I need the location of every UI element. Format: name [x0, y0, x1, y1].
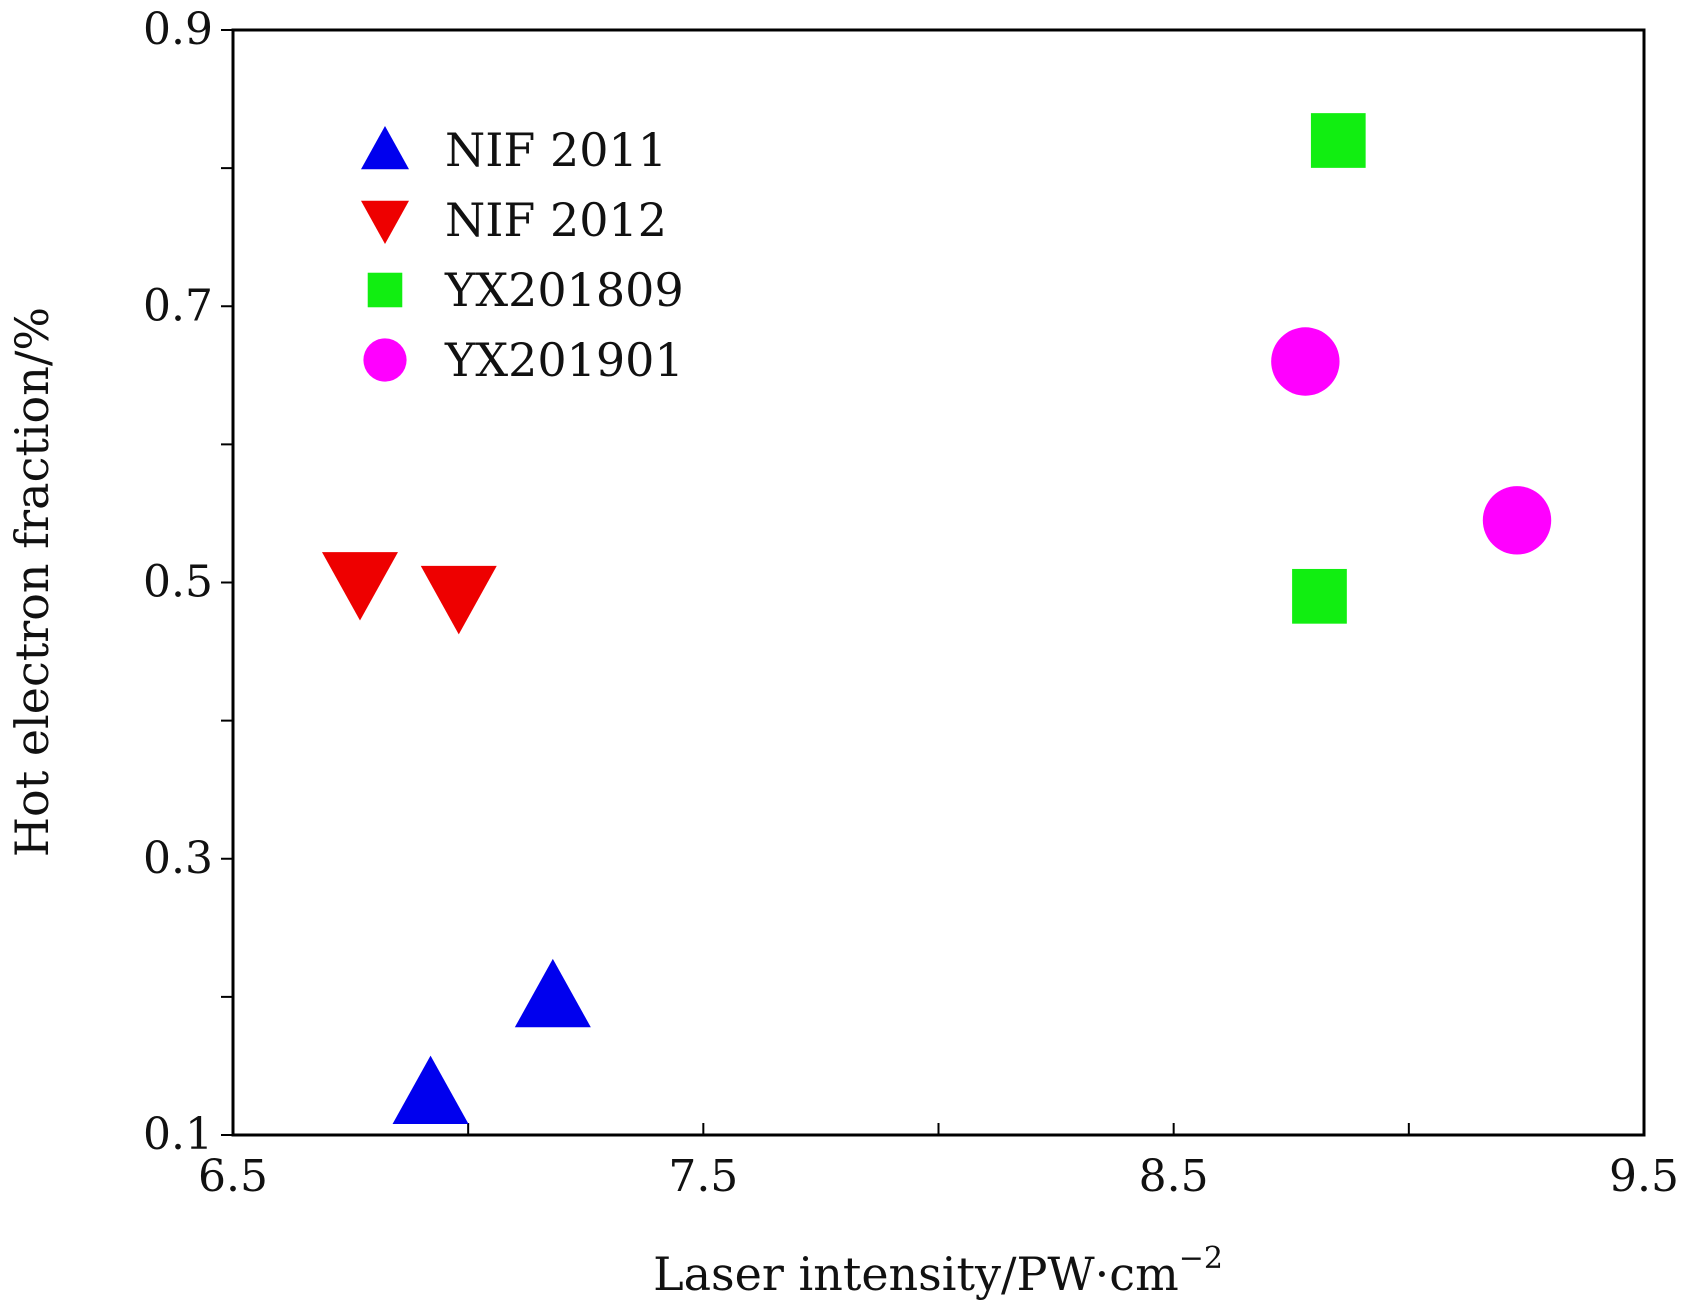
y-tick-label: 0.3 — [143, 833, 213, 884]
legend-marker-square — [367, 272, 403, 308]
data-points — [321, 113, 1552, 1124]
x-tick-label: 6.5 — [198, 1151, 268, 1202]
legend-label: NIF 2012 — [445, 193, 667, 247]
data-point-triangle-down — [321, 552, 398, 621]
x-tick-label: 7.5 — [668, 1151, 738, 1202]
x-tick-label: 9.5 — [1609, 1151, 1679, 1202]
legend-label: NIF 2011 — [445, 123, 667, 177]
data-point-circle — [1482, 486, 1552, 555]
legend-marker-triangle-up — [361, 126, 409, 170]
y-tick-label: 0.1 — [143, 1109, 213, 1160]
data-point-circle — [1271, 327, 1340, 396]
axis-ticks — [221, 29, 1645, 1136]
legend-marker-triangle-down — [361, 200, 409, 244]
data-point-square — [1310, 113, 1366, 168]
legend: NIF 2011 NIF 2012 YX201809 YX201901 — [361, 123, 684, 387]
y-tick-label: 0.9 — [143, 4, 213, 55]
data-point-square — [1292, 568, 1347, 624]
y-axis-title: Hot electron fraction/% — [5, 307, 59, 857]
x-tick-label: 8.5 — [1139, 1151, 1209, 1202]
y-tick-label: 0.7 — [143, 280, 213, 331]
legend-label: YX201901 — [444, 333, 684, 387]
y-tick-label: 0.5 — [143, 557, 213, 608]
legend-marker-circle — [363, 338, 407, 382]
x-axis-title: Laser intensity/PW·cm−2 — [653, 1241, 1223, 1301]
data-point-triangle-up — [392, 1055, 469, 1124]
legend-label: YX201809 — [444, 263, 684, 317]
data-point-triangle-down — [420, 565, 497, 635]
axis-tick-labels: 6.5 7.5 8.5 9.5 0.1 0.3 0.5 0.7 0.9 — [143, 4, 1679, 1202]
data-point-triangle-up — [514, 958, 591, 1028]
